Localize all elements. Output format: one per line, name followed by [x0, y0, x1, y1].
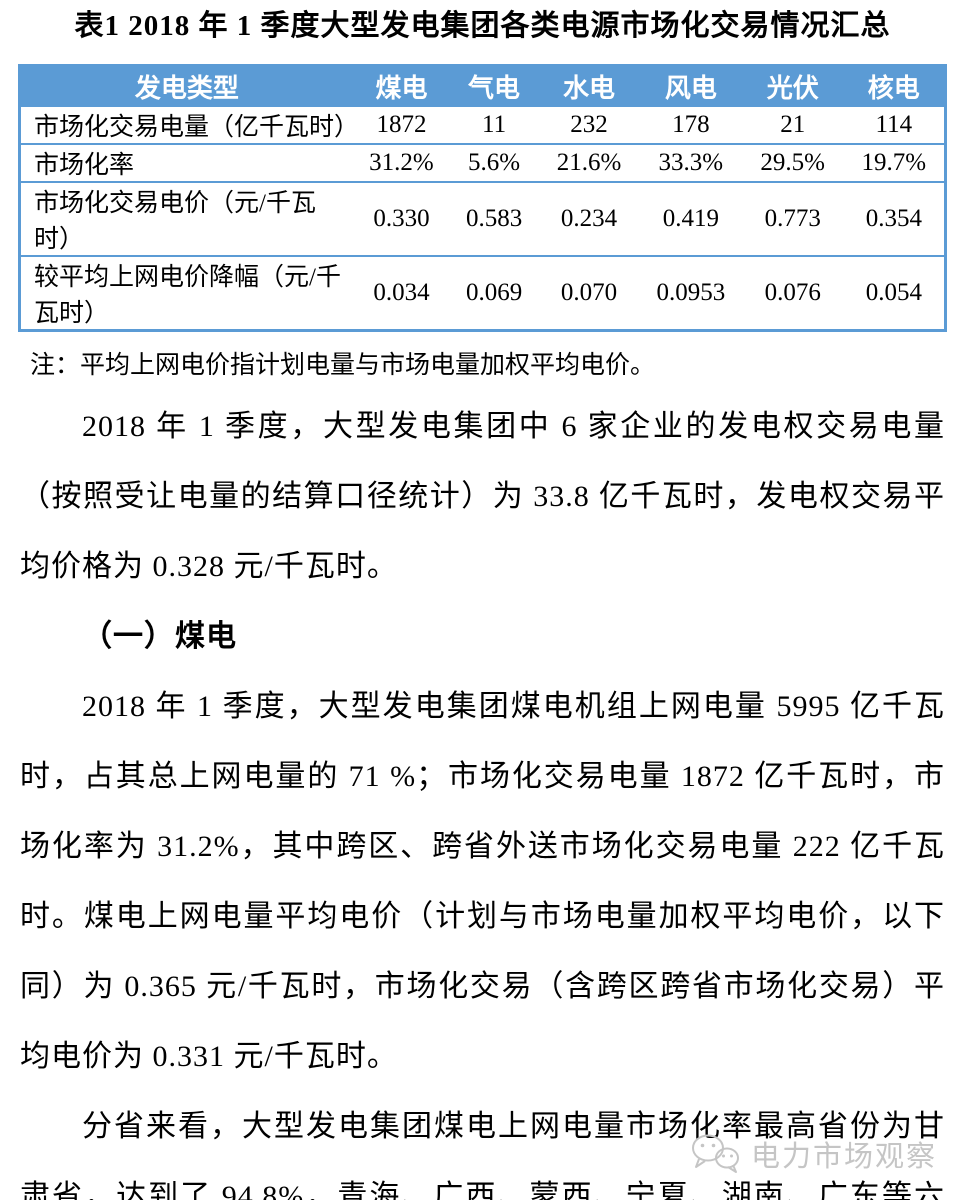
row-label-traded-volume: 市场化交易电量（亿千瓦时）	[19, 105, 359, 144]
cell-value: 0.054	[843, 255, 946, 331]
cell-value: 21	[741, 105, 844, 144]
section-heading-coal: （一）煤电	[82, 620, 237, 653]
cell-value: 0.234	[538, 181, 640, 256]
cell-value: 31.2%	[352, 143, 451, 182]
cell-value: 0.330	[352, 181, 451, 256]
body-paragraph-1: 2018 年 1 季度，大型发电集团中 6 家企业的发电权交易电量（按照受让电量…	[20, 410, 945, 583]
cell-value: 0.070	[538, 255, 640, 331]
cell-value: 5.6%	[450, 143, 539, 182]
watermark: 电力市场观察	[689, 1132, 937, 1176]
column-header-coal: 煤电	[352, 65, 451, 106]
table-footnote: 注：平均上网电价指计划电量与市场电量加权平均电价。	[30, 352, 656, 379]
column-header-nuclear: 核电	[843, 65, 946, 106]
body-paragraph-2: 2018 年 1 季度，大型发电集团煤电机组上网电量 5995 亿千瓦时，占其总…	[20, 690, 945, 1073]
row-label-price-drop: 较平均上网电价降幅（元/千瓦时）	[19, 255, 353, 331]
cell-value: 0.069	[450, 255, 539, 331]
wechat-icon	[689, 1132, 741, 1176]
table-row: 较平均上网电价降幅（元/千瓦时） 0.034 0.069 0.070 0.095…	[19, 255, 946, 331]
cell-value: 232	[538, 105, 640, 144]
cell-value: 114	[843, 105, 946, 144]
summary-table: 发电类型 煤电 气电 水电 风电 光伏 核电 市场化交易电量（亿千瓦时） 187…	[18, 64, 947, 332]
cell-value: 178	[639, 105, 742, 144]
cell-value: 21.6%	[538, 143, 640, 182]
cell-value: 0.354	[843, 181, 946, 256]
cell-value: 0.583	[450, 181, 539, 256]
row-label-market-rate: 市场化率	[19, 143, 353, 182]
watermark-label: 电力市场观察	[750, 1141, 937, 1173]
body-paragraph-3: 分省来看，大型发电集团煤电上网电量市场化率最高省份为甘肃省，达到了 94.8%，…	[20, 1110, 945, 1200]
cell-value: 1872	[352, 105, 451, 144]
cell-value: 29.5%	[741, 143, 844, 182]
row-label-traded-price: 市场化交易电价（元/千瓦时）	[19, 181, 353, 256]
cell-value: 0.034	[352, 255, 451, 331]
column-header-wind: 风电	[639, 65, 742, 106]
cell-value: 0.419	[639, 181, 742, 256]
cell-value: 0.773	[741, 181, 844, 256]
column-header-gas: 气电	[450, 65, 539, 106]
cell-value: 19.7%	[843, 143, 946, 182]
column-header-solar: 光伏	[741, 65, 844, 106]
table-row: 市场化交易电价（元/千瓦时） 0.330 0.583 0.234 0.419 0…	[19, 181, 946, 256]
column-header-hydro: 水电	[538, 65, 640, 106]
cell-value: 0.076	[741, 255, 844, 331]
cell-value: 0.0953	[639, 255, 742, 331]
cell-value: 33.3%	[639, 143, 742, 182]
table-row: 市场化率 31.2% 5.6% 21.6% 33.3% 29.5% 19.7%	[19, 143, 946, 182]
table-title: 表1 2018 年 1 季度大型发电集团各类电源市场化交易情况汇总	[74, 10, 891, 42]
cell-value: 11	[450, 105, 539, 144]
table-row: 市场化交易电量（亿千瓦时） 1872 11 232 178 21 114	[19, 105, 946, 144]
column-header-type: 发电类型	[19, 65, 353, 106]
table-header-row: 发电类型 煤电 气电 水电 风电 光伏 核电	[19, 65, 946, 106]
